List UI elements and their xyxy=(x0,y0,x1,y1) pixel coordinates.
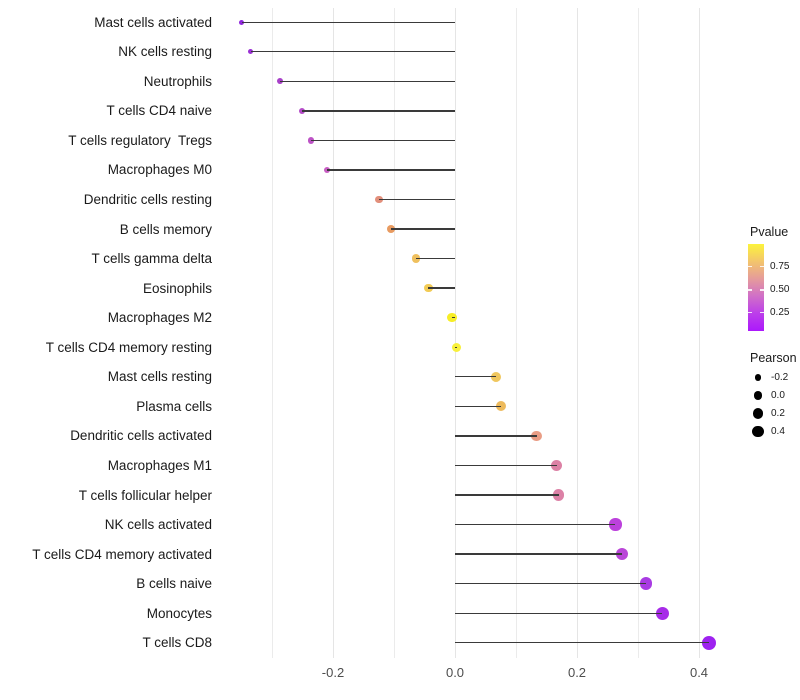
lollipop-stem xyxy=(455,494,559,496)
gridline xyxy=(393,8,395,658)
lollipop-stem xyxy=(455,405,501,408)
category-label: Mast cells activated xyxy=(94,14,212,30)
pearson-legend-dot xyxy=(752,425,764,438)
gridline xyxy=(515,8,517,658)
category-label: T cells gamma delta xyxy=(91,251,212,267)
lollipop-point xyxy=(609,518,622,531)
lollipop-stem xyxy=(455,376,497,378)
pearson-legend-label: -0.2 xyxy=(771,372,789,383)
lollipop-point xyxy=(495,401,506,412)
category-label: Eosinophils xyxy=(142,280,212,296)
lollipop-stem xyxy=(455,346,457,348)
pearson-legend-label: 0.2 xyxy=(771,408,785,419)
category-label: B cells naive xyxy=(136,576,212,592)
pvalue-legend-title: Pvalue xyxy=(750,225,789,239)
pvalue-colorbar-tick xyxy=(748,265,752,268)
lollipop-point xyxy=(238,19,245,25)
gridline xyxy=(271,8,273,658)
lollipop-point xyxy=(411,254,421,263)
lollipop-point xyxy=(491,371,502,382)
gridline xyxy=(698,8,700,658)
category-label: T cells follicular helper xyxy=(78,487,212,503)
lollipop-stem xyxy=(428,287,455,289)
lollipop-stem xyxy=(415,257,455,260)
lollipop-stem xyxy=(379,198,455,201)
category-label: B cells memory xyxy=(119,221,212,237)
pvalue-tick-label: 0.50 xyxy=(770,284,790,296)
category-label: NK cells activated xyxy=(104,517,212,533)
lollipop-stem xyxy=(455,553,623,555)
pvalue-colorbar-tick xyxy=(760,289,764,291)
lollipop-stem xyxy=(311,139,455,142)
pvalue-colorbar xyxy=(748,244,764,331)
category-label: Monocytes xyxy=(146,605,212,621)
category-label: Dendritic cells resting xyxy=(83,192,212,207)
category-label: Macrophages M2 xyxy=(107,310,212,326)
lollipop-stem xyxy=(250,51,455,53)
pvalue-colorbar-tick xyxy=(760,265,764,268)
lollipop-stem xyxy=(455,612,663,614)
category-label: NK cells resting xyxy=(118,44,212,60)
lollipop-stem xyxy=(301,110,455,112)
lollipop-point xyxy=(375,195,384,204)
category-label: Mast cells resting xyxy=(107,369,212,385)
category-label: Plasma cells xyxy=(136,398,212,414)
x-tick-label: 0.4 xyxy=(689,665,709,680)
x-tick-label: 0.0 xyxy=(445,665,465,680)
gridline xyxy=(332,8,334,658)
category-label: T cells CD4 memory resting xyxy=(45,339,212,355)
pearson-legend-dot xyxy=(752,408,764,419)
pvalue-tick-label: 0.25 xyxy=(770,306,790,318)
lollipop-stem xyxy=(455,523,616,526)
lollipop-point xyxy=(615,547,629,561)
category-label: T cells CD4 memory activated xyxy=(32,546,212,562)
x-tick-label: 0.2 xyxy=(567,665,587,680)
category-label: Neutrophils xyxy=(143,73,212,89)
category-label: Dendritic cells activated xyxy=(70,428,212,444)
lollipop-stem xyxy=(326,169,455,171)
category-label: T cells CD8 xyxy=(142,635,212,651)
lollipop-point xyxy=(655,606,669,620)
lollipop-stem xyxy=(241,21,455,23)
pearson-legend-title: Pearson xyxy=(750,351,797,365)
category-label: Macrophages M0 xyxy=(107,162,212,178)
lollipop-stem xyxy=(455,435,537,437)
pvalue-colorbar-tick xyxy=(760,311,764,314)
category-label: T cells regulatory Tregs xyxy=(68,132,212,148)
pearson-legend-label: 0.0 xyxy=(771,390,785,401)
gridline xyxy=(576,8,578,658)
x-tick-label: -0.2 xyxy=(321,665,345,680)
pearson-legend-dot xyxy=(754,374,762,381)
lollipop-point xyxy=(276,78,283,85)
lollipop-stem xyxy=(279,80,455,82)
category-label: T cells CD4 naive xyxy=(106,103,212,119)
lollipop-stem xyxy=(455,464,557,467)
pearson-legend-label: 0.4 xyxy=(771,426,785,437)
lollipop-stem xyxy=(390,228,455,230)
lollipop-stem xyxy=(451,317,455,319)
gridline xyxy=(637,8,639,658)
pearson-legend-dot xyxy=(753,391,763,400)
pvalue-colorbar-tick xyxy=(748,289,752,291)
category-label: Macrophages M1 xyxy=(107,457,212,473)
lollipop-stem xyxy=(455,642,710,644)
pvalue-tick-label: 0.75 xyxy=(770,260,790,272)
lollipop-stem xyxy=(455,582,646,585)
pvalue-colorbar-tick xyxy=(748,311,752,314)
gridline xyxy=(454,8,456,658)
